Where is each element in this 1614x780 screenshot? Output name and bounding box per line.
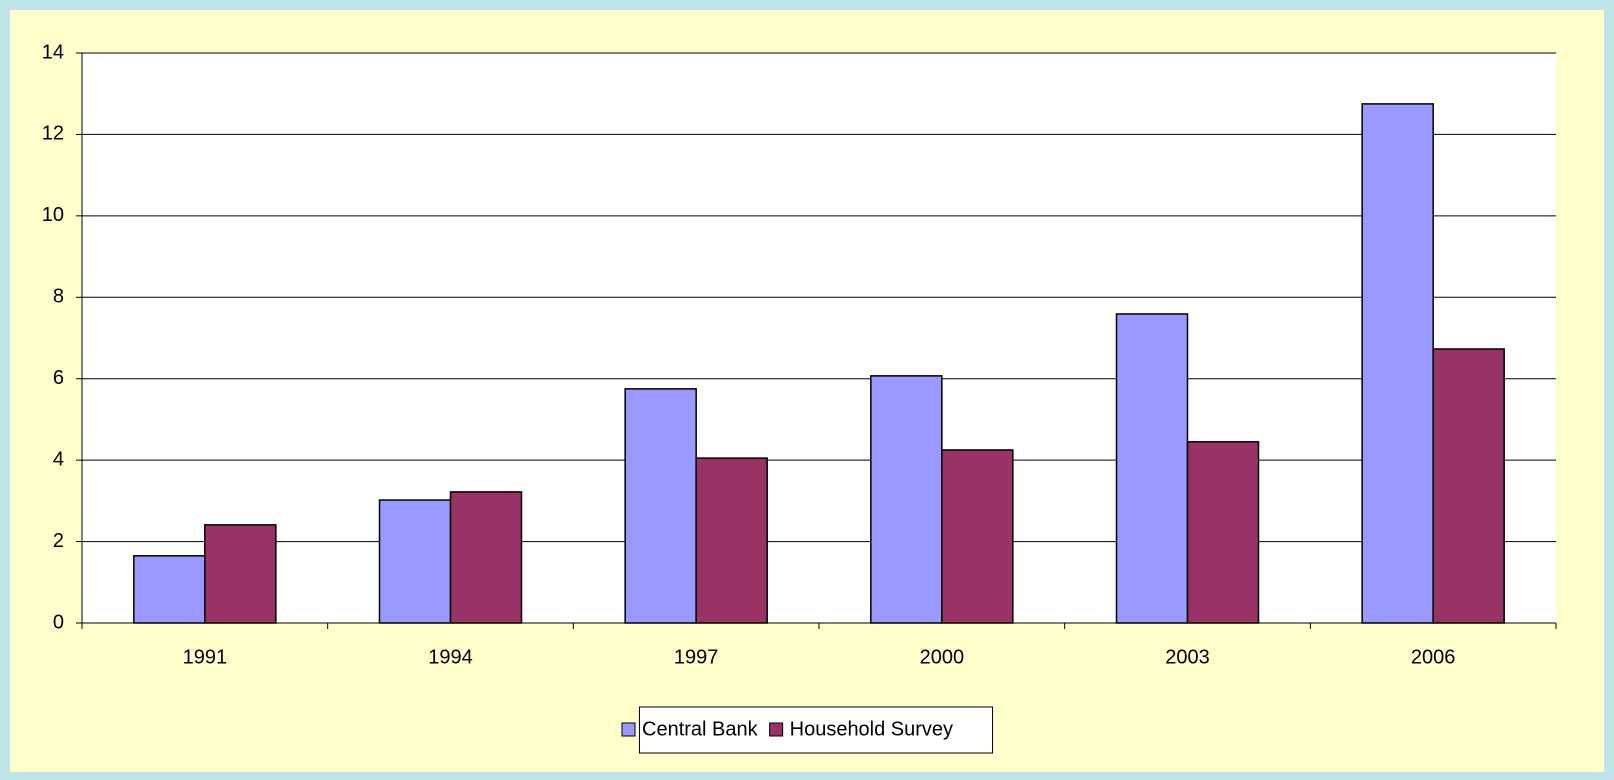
y-tick-label: 4 <box>53 448 64 470</box>
bar <box>133 555 206 624</box>
bar <box>870 375 943 624</box>
legend-swatch <box>769 722 784 737</box>
bar <box>941 449 1014 624</box>
bar <box>1115 313 1189 624</box>
x-tick-label: 2006 <box>1411 646 1456 668</box>
bar <box>624 388 697 624</box>
bar <box>1361 103 1434 624</box>
legend-swatch <box>621 722 636 737</box>
x-tick-label: 2000 <box>920 646 965 668</box>
y-tick-label: 0 <box>53 611 64 633</box>
y-tick-label: 14 <box>42 41 64 63</box>
bar <box>378 499 452 624</box>
y-tick-label: 2 <box>53 530 64 552</box>
legend <box>638 706 994 754</box>
x-tick-label: 1991 <box>183 646 228 668</box>
bar <box>204 524 277 624</box>
legend-label: Central Bank <box>642 718 759 740</box>
bar <box>695 457 768 624</box>
y-tick-label: 10 <box>42 204 64 226</box>
y-tick-label: 6 <box>53 367 64 389</box>
plot-area <box>82 53 1556 623</box>
bar <box>1186 441 1260 624</box>
bar <box>1432 348 1505 624</box>
x-tick-label: 2003 <box>1165 646 1210 668</box>
y-tick-label: 12 <box>42 123 64 145</box>
bar <box>449 491 523 624</box>
legend-label: Household Survey <box>790 718 953 740</box>
x-tick-label: 1997 <box>674 646 719 668</box>
y-tick-label: 8 <box>53 286 64 308</box>
x-tick-label: 1994 <box>428 646 473 668</box>
